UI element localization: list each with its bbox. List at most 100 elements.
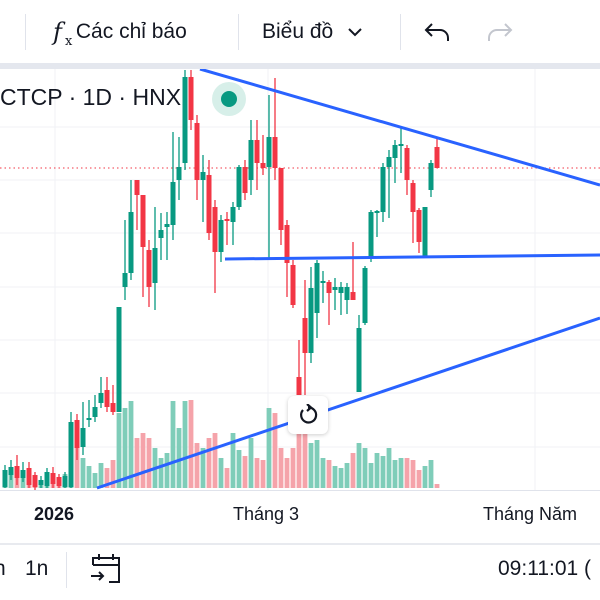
candle-up <box>152 248 158 283</box>
range-button-1n[interactable]: 1n <box>25 557 49 580</box>
candle-down <box>296 377 302 395</box>
candle-down <box>110 403 116 412</box>
toolbar-divider <box>400 14 401 50</box>
time-label: 2026 <box>34 504 75 524</box>
candle-up <box>98 393 104 403</box>
candle-down <box>134 180 140 195</box>
candle-down <box>140 195 146 247</box>
candle-up <box>356 328 362 392</box>
candle-down <box>404 148 410 180</box>
volume-bar <box>398 458 404 488</box>
candle-up <box>386 157 392 167</box>
toolbar-divider <box>25 14 26 50</box>
candle-down <box>254 140 260 163</box>
candle-down <box>104 390 110 407</box>
candle-down <box>290 265 296 305</box>
volume-bar <box>344 463 350 488</box>
volume-bar <box>140 433 146 488</box>
support-trendline <box>96 316 600 490</box>
candle-down <box>272 137 278 168</box>
volume-bar <box>302 433 308 488</box>
candle-down <box>14 466 20 478</box>
volume-bar <box>8 474 14 488</box>
candle-up <box>248 140 254 180</box>
candle-up <box>338 287 344 293</box>
candle-up <box>8 467 14 475</box>
chart-top-border <box>0 63 600 69</box>
candle-up <box>2 470 8 487</box>
volume-bar <box>206 438 212 488</box>
candle-up <box>218 220 224 252</box>
candle-down <box>224 219 230 221</box>
undo-button[interactable] <box>424 0 450 63</box>
candle-up <box>236 167 242 207</box>
volume-bar <box>272 413 278 488</box>
candle-up <box>116 307 122 412</box>
volume-bar <box>350 453 356 488</box>
volume-bar <box>332 466 338 488</box>
volume-bar <box>110 460 116 488</box>
calendar-arrow-icon[interactable] <box>89 552 123 586</box>
volume-bar <box>338 468 344 488</box>
time-axis[interactable]: 2026 Tháng 3 Tháng Năm <box>0 490 600 545</box>
volume-bar <box>182 401 188 488</box>
candle-down <box>26 468 32 485</box>
volume-bar <box>248 438 254 488</box>
volume-bar <box>242 456 248 488</box>
candle-up <box>230 207 236 222</box>
candle-up <box>92 407 98 417</box>
redo-button[interactable] <box>487 0 513 63</box>
candle-up <box>164 224 170 227</box>
volume-bar <box>212 433 218 488</box>
candle-down <box>74 420 80 448</box>
time-label: Tháng 3 <box>233 504 300 524</box>
chart-type-button[interactable]: Biểu đồ <box>262 0 363 63</box>
toolbar-divider <box>238 14 239 50</box>
volume-bar <box>134 438 140 488</box>
volume-bar <box>326 460 332 488</box>
volume-bar <box>404 458 410 488</box>
volume-bar <box>296 398 302 488</box>
volume-bar <box>410 460 416 488</box>
candle-down <box>416 210 422 242</box>
candle-down <box>32 475 38 487</box>
candle-down <box>242 167 248 193</box>
range-button-partial[interactable]: n <box>0 557 6 581</box>
volume-bar <box>230 433 236 488</box>
volume-bar <box>164 453 170 488</box>
candle-up <box>182 77 188 163</box>
volume-bar <box>434 484 440 488</box>
volume-bar <box>74 448 80 488</box>
volume-bar <box>386 448 392 488</box>
volume-bar <box>98 463 104 488</box>
reset-chart-button[interactable] <box>288 396 328 434</box>
volume-bar <box>290 448 296 488</box>
bottom-bar: n 1n 09:11:01 ( <box>0 544 600 600</box>
time-label: Tháng Năm <box>483 504 578 524</box>
candle-down <box>56 477 62 486</box>
market-open-dot <box>221 91 237 107</box>
volume-bar <box>254 458 260 488</box>
volume-bar <box>218 458 224 488</box>
candle-down <box>326 282 332 293</box>
candle-up <box>314 263 320 313</box>
volume-bar <box>176 428 182 488</box>
volume-bar <box>392 460 398 488</box>
price-chart[interactable] <box>0 69 600 490</box>
candle-up <box>80 428 86 447</box>
volume-bar <box>356 443 362 488</box>
candle-up <box>176 167 182 180</box>
market-status-indicator[interactable] <box>212 82 246 116</box>
candle-up <box>344 287 350 300</box>
volume-bar <box>80 458 86 488</box>
candle-down <box>194 123 200 180</box>
horizontal-support-line <box>224 253 600 261</box>
symbol-legend[interactable]: CTCP · 1D · HNX <box>0 84 182 110</box>
candle-up <box>332 287 338 290</box>
candle-up <box>44 472 50 486</box>
volume-bar <box>92 473 98 488</box>
volume-bar <box>278 448 284 488</box>
reset-icon <box>300 404 318 424</box>
